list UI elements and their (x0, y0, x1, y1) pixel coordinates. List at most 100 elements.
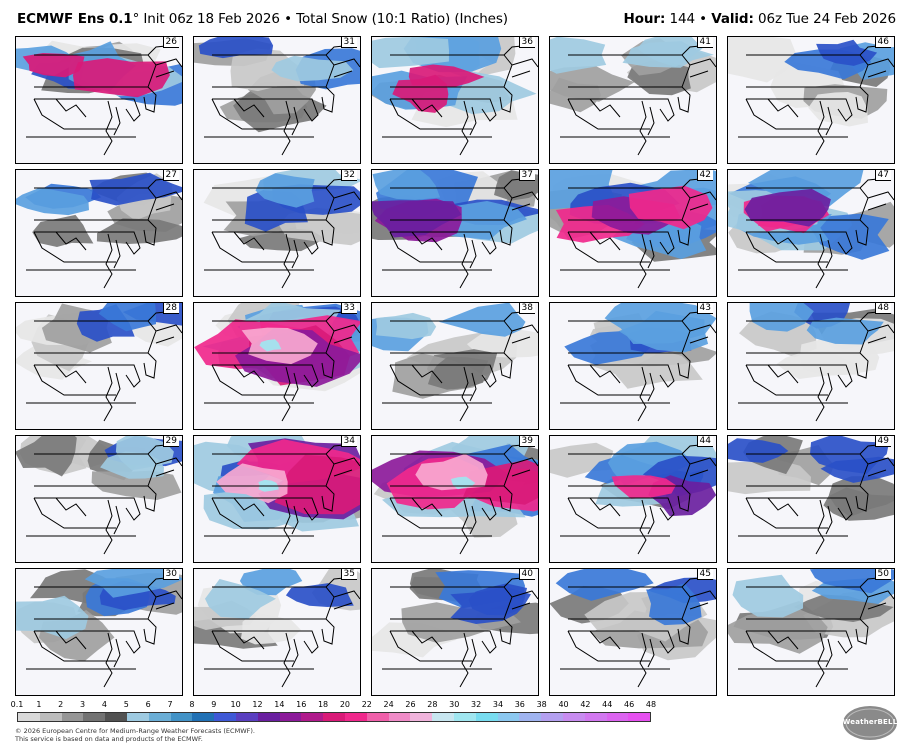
member-number-label: 45 (696, 569, 713, 580)
legend-tick: 44 (602, 700, 613, 709)
legend-swatch (279, 713, 302, 721)
snowfall-map (16, 569, 182, 688)
product-name: Total Snow (10:1 Ratio) (Inches) (296, 11, 508, 27)
snow-swath-heavy (392, 74, 449, 113)
member-number-label: 29 (162, 436, 179, 447)
snow-swath-moderate (372, 170, 441, 200)
legend-swatch (214, 713, 236, 721)
legend-swatch (475, 713, 498, 721)
snow-swath-light (728, 37, 797, 83)
member-panel: 47 (727, 169, 895, 297)
legend-swatch (61, 713, 84, 721)
snow-swath-light (96, 218, 182, 244)
header: ECMWF Ens 0.1° Init 06z 18 Feb 2026 • To… (0, 0, 913, 34)
snowfall-map (550, 436, 716, 555)
legend-swatch (105, 713, 127, 721)
snow-swath-moderate (809, 569, 894, 594)
snow-swath-light (91, 470, 182, 500)
legend-swatch (628, 713, 651, 721)
member-panel: 31 (193, 36, 361, 164)
legend-tick: 32 (471, 700, 482, 709)
snow-swath-light (550, 77, 601, 113)
legend-tick: 0.1 (10, 700, 24, 709)
member-number-label: 28 (162, 303, 179, 314)
snowfall-map (372, 170, 538, 289)
snowfall-map (728, 569, 894, 688)
snow-swath-moderate (84, 569, 182, 598)
state-borders (204, 576, 360, 688)
member-number-label: 39 (518, 436, 535, 447)
state-borders (382, 310, 538, 422)
snow-swath-moderate (439, 303, 526, 337)
snowfall-map (728, 37, 894, 156)
member-panel: 43 (549, 302, 717, 430)
snowfall-map (372, 436, 538, 555)
legend-swatch (519, 713, 542, 721)
snow-swath-moderate (468, 583, 527, 616)
snowfall-map (203, 170, 360, 289)
snowfall-map (194, 303, 360, 422)
member-panel: 28 (15, 302, 183, 430)
legend-swatch (301, 713, 324, 721)
snow-swath-moderate (198, 37, 274, 59)
state-borders (738, 576, 894, 688)
legend-tick: 18 (317, 700, 329, 709)
legend-tick: 22 (361, 700, 372, 709)
member-number-label: 26 (162, 37, 179, 48)
legend-tick: 2 (58, 700, 64, 709)
legend-tick: 30 (449, 700, 460, 709)
legend-tick: 6 (145, 700, 151, 709)
member-number-label: 31 (340, 37, 357, 48)
member-number-label: 34 (340, 436, 357, 447)
snow-swath-moderate (806, 317, 884, 345)
legend-tick: 4 (101, 700, 107, 709)
snowfall-map (194, 436, 360, 555)
member-panel: 29 (15, 435, 183, 563)
member-number-label: 44 (696, 436, 713, 447)
member-panel: 46 (727, 36, 895, 164)
valid-time-block: Hour: 144 • Valid: 06z Tue 24 Feb 2026 (624, 11, 897, 27)
legend-swatch (126, 713, 149, 721)
legend-swatch (388, 713, 411, 721)
snow-swath-moderate (100, 451, 164, 479)
state-borders (26, 443, 182, 555)
degree-symbol: ° (132, 11, 140, 27)
snow-swath-light (32, 214, 94, 247)
snowfall-map (16, 40, 182, 156)
title-separator: • (284, 11, 292, 27)
member-number-label: 50 (874, 569, 891, 580)
member-number-label: 37 (518, 170, 535, 181)
legend-color-bar (17, 712, 651, 722)
member-panel: 35 (193, 568, 361, 696)
snowfall-map (372, 569, 538, 688)
snowfall-map (16, 172, 182, 289)
legend-swatch (453, 713, 476, 721)
legend-tick: 26 (405, 700, 416, 709)
state-borders (560, 44, 716, 156)
snow-swath-moderate (271, 55, 354, 82)
legend-tick: 24 (383, 700, 394, 709)
state-borders (738, 177, 894, 289)
state-borders (26, 576, 182, 688)
legend-swatch (83, 713, 106, 721)
member-panel: 50 (727, 568, 895, 696)
member-number-label: 36 (518, 37, 535, 48)
snow-swath-moderate (285, 583, 354, 607)
title-separator-2: • (699, 11, 708, 27)
legend-tick: 40 (558, 700, 569, 709)
state-borders (560, 443, 716, 555)
map-title: ECMWF Ens 0.1° Init 06z 18 Feb 2026 • To… (17, 11, 508, 27)
member-number-label: 42 (696, 170, 713, 181)
legend-swatch (323, 713, 345, 721)
member-number-label: 40 (518, 569, 535, 580)
legend-swatch (606, 713, 629, 721)
member-number-label: 43 (696, 303, 713, 314)
legend-swatch (18, 713, 40, 721)
legend-tick: 10 (230, 700, 241, 709)
snowfall-map (16, 303, 182, 422)
model-name: ECMWF Ens 0.1 (17, 11, 133, 27)
snowfall-map (194, 569, 360, 688)
legend-swatch (584, 713, 607, 721)
state-borders (738, 443, 894, 555)
snow-swath-moderate (803, 213, 890, 260)
